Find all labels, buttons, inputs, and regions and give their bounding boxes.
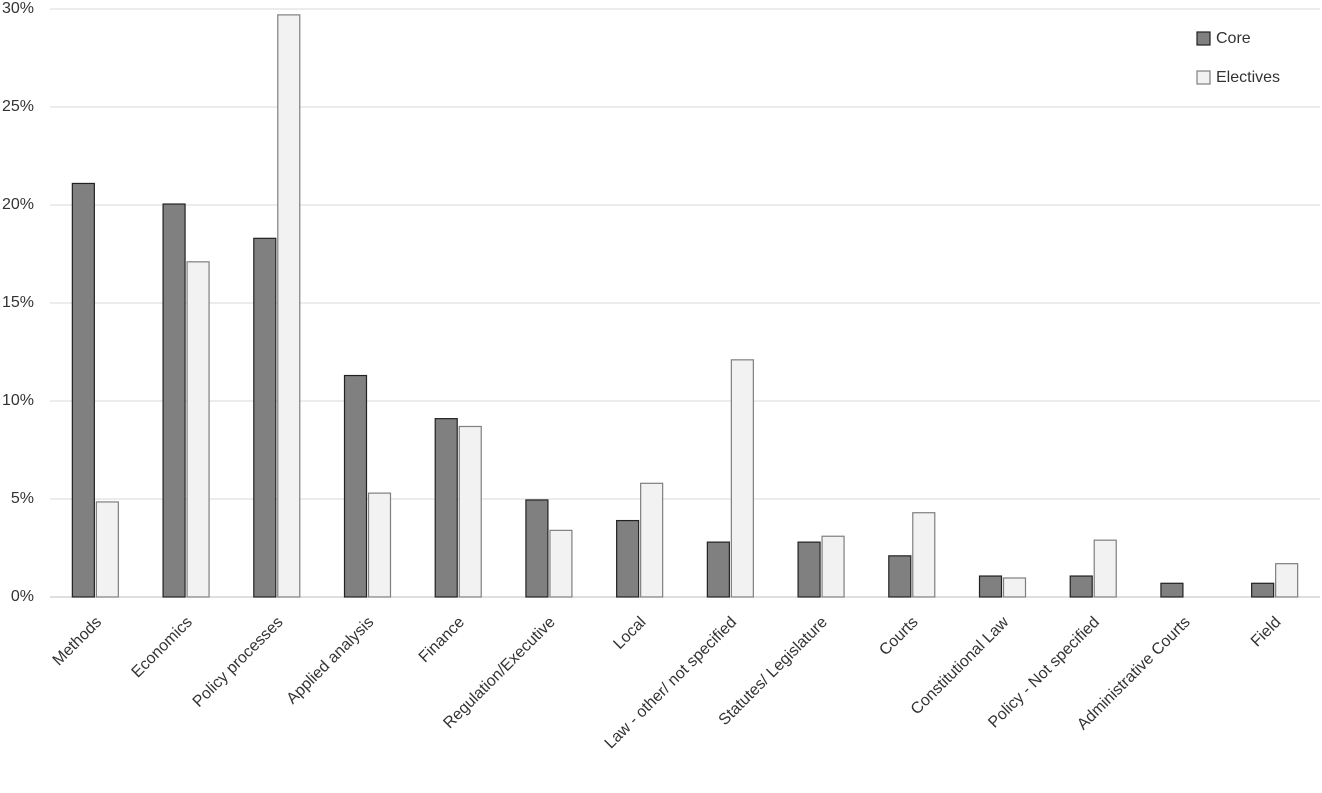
bar xyxy=(71,182,95,598)
bar xyxy=(1093,539,1117,598)
bar xyxy=(797,541,821,598)
bar xyxy=(1251,582,1275,598)
bar xyxy=(95,501,119,598)
bar xyxy=(1002,577,1027,598)
bar xyxy=(978,575,1003,598)
x-tick-label: Economics xyxy=(129,614,196,681)
bar xyxy=(1275,563,1299,598)
bar xyxy=(458,425,482,598)
x-tick-label: Applied analysis xyxy=(284,614,378,708)
bar xyxy=(640,482,664,598)
y-tick-label: 30% xyxy=(2,0,34,17)
bar xyxy=(549,529,573,598)
y-tick-label: 15% xyxy=(2,294,34,311)
x-tick-label: Field xyxy=(1248,614,1285,651)
bar xyxy=(367,492,392,598)
bar xyxy=(525,499,549,598)
x-tick-label: Finance xyxy=(416,614,468,666)
y-tick-label: 10% xyxy=(2,392,34,409)
bar xyxy=(253,237,277,598)
legend-swatch xyxy=(1196,31,1211,46)
legend-swatch xyxy=(1196,70,1211,85)
y-tick-label: 25% xyxy=(2,98,34,115)
bar xyxy=(277,14,301,598)
bar xyxy=(162,203,186,598)
bar xyxy=(730,359,754,598)
y-tick-label: 5% xyxy=(11,490,34,507)
y-tick-label: 0% xyxy=(11,588,34,605)
bar xyxy=(343,374,368,598)
x-tick-label: Local xyxy=(610,614,649,653)
bar xyxy=(1069,575,1093,598)
bar xyxy=(186,261,210,598)
legend-label: Core xyxy=(1216,30,1251,47)
bar xyxy=(434,418,458,598)
x-tick-label: Courts xyxy=(876,614,921,659)
bar xyxy=(912,512,936,598)
x-tick-label: Methods xyxy=(50,614,105,669)
bar xyxy=(821,535,845,598)
bar xyxy=(1160,582,1184,598)
legend-label: Electives xyxy=(1216,69,1280,86)
x-tick-label: Constitutional Law xyxy=(908,613,1013,718)
bar xyxy=(706,541,730,598)
bar xyxy=(616,519,640,598)
x-tick-label: Policy processes xyxy=(190,614,287,711)
y-tick-label: 20% xyxy=(2,196,34,213)
bar xyxy=(888,555,912,598)
